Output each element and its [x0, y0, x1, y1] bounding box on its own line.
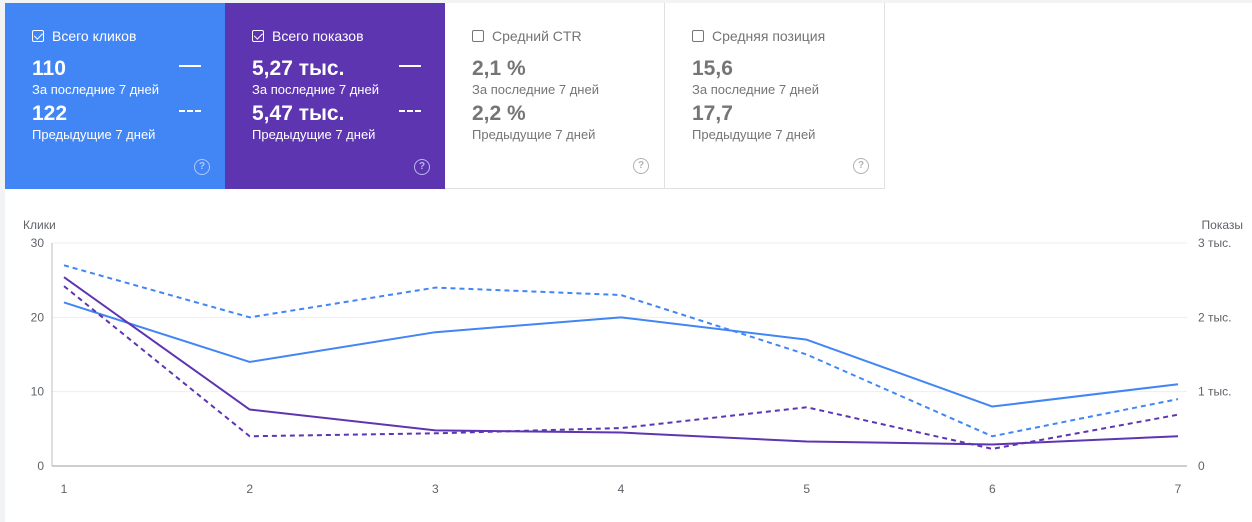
x-tick: 2 — [246, 482, 253, 496]
previous-value: 5,47 тыс. — [252, 102, 345, 125]
y-tick-left: 0 — [37, 459, 44, 473]
help-circle-icon[interactable]: ? — [194, 159, 210, 175]
card-title: Средняя позиция — [712, 28, 826, 44]
metric-card-ctr[interactable]: Средний CTR 2,1 % За последние 7 дней 2,… — [445, 3, 665, 189]
metric-cards: Всего кликов 110 За последние 7 дней 122… — [5, 3, 885, 189]
y-tick-left: 10 — [31, 385, 45, 399]
current-metric: 2,1 % За последние 7 дней — [472, 57, 664, 98]
help-circle-icon[interactable]: ? — [853, 158, 869, 174]
previous-value: 122 — [32, 102, 68, 125]
previous-value: 2,2 % — [472, 102, 526, 125]
series-line-clicks-dashed — [63, 264, 1179, 438]
previous-metric: 5,47 тыс. Предыдущие 7 дней — [252, 102, 445, 143]
x-tick: 4 — [618, 482, 625, 496]
checkbox-icon[interactable] — [252, 30, 264, 42]
x-tick: 6 — [989, 482, 996, 496]
checkbox-icon[interactable] — [32, 30, 44, 42]
current-label: За последние 7 дней — [472, 82, 599, 97]
checkbox-icon[interactable] — [692, 30, 704, 42]
previous-label: Предыдущие 7 дней — [252, 127, 376, 142]
card-header: Всего кликов — [32, 27, 225, 45]
current-value: 110 — [32, 57, 66, 80]
dashed-line-legend-icon — [399, 110, 421, 112]
series-line-impressions-dashed — [63, 285, 1179, 450]
x-tick: 3 — [432, 482, 439, 496]
card-header: Всего показов — [252, 27, 445, 45]
y-tick-left: 30 — [31, 236, 45, 250]
x-tick: 7 — [1175, 482, 1182, 496]
previous-metric: 2,2 % Предыдущие 7 дней — [472, 102, 664, 143]
current-value: 5,27 тыс. — [252, 57, 345, 80]
y-tick-right: 2 тыс. — [1198, 310, 1231, 324]
card-header: Средняя позиция — [692, 27, 884, 45]
current-metric: 15,6 За последние 7 дней — [692, 57, 884, 98]
metric-card-clicks[interactable]: Всего кликов 110 За последние 7 дней 122… — [5, 3, 225, 189]
previous-label: Предыдущие 7 дней — [692, 127, 816, 142]
current-metric: 110 За последние 7 дней — [32, 57, 225, 98]
previous-label: Предыдущие 7 дней — [472, 127, 596, 142]
card-title: Всего показов — [272, 28, 364, 44]
previous-value: 17,7 — [692, 102, 733, 125]
previous-metric: 122 Предыдущие 7 дней — [32, 102, 225, 143]
solid-line-legend-icon — [399, 65, 421, 67]
previous-label: Предыдущие 7 дней — [32, 127, 156, 142]
current-value: 2,1 % — [472, 57, 526, 80]
card-title: Всего кликов — [52, 28, 137, 44]
card-header: Средний CTR — [472, 27, 664, 45]
metric-card-impressions[interactable]: Всего показов 5,27 тыс. За последние 7 д… — [225, 3, 445, 189]
checkbox-icon[interactable] — [472, 30, 484, 42]
help-circle-icon[interactable]: ? — [414, 159, 430, 175]
current-label: За последние 7 дней — [252, 82, 379, 97]
series-line-impressions-solid — [63, 276, 1179, 446]
dashed-line-legend-icon — [179, 110, 201, 112]
current-label: За последние 7 дней — [692, 82, 819, 97]
x-tick: 5 — [803, 482, 810, 496]
y-axis-right-label: Показы — [1202, 218, 1243, 232]
y-tick-right: 1 тыс. — [1198, 385, 1231, 399]
current-metric: 5,27 тыс. За последние 7 дней — [252, 57, 445, 98]
performance-panel: Всего кликов 110 За последние 7 дней 122… — [5, 3, 1252, 522]
y-tick-right: 0 — [1198, 459, 1205, 473]
current-value: 15,6 — [692, 57, 733, 80]
current-label: За последние 7 дней — [32, 82, 159, 97]
metric-card-position[interactable]: Средняя позиция 15,6 За последние 7 дней… — [665, 3, 885, 189]
previous-metric: 17,7 Предыдущие 7 дней — [692, 102, 884, 143]
series-line-clicks-solid — [63, 301, 1179, 408]
y-tick-right: 3 тыс. — [1198, 236, 1231, 250]
solid-line-legend-icon — [179, 65, 201, 67]
y-axis-left-label: Клики — [23, 218, 56, 232]
card-title: Средний CTR — [492, 28, 582, 44]
x-tick: 1 — [61, 482, 68, 496]
help-circle-icon[interactable]: ? — [633, 158, 649, 174]
y-tick-left: 20 — [31, 310, 45, 324]
